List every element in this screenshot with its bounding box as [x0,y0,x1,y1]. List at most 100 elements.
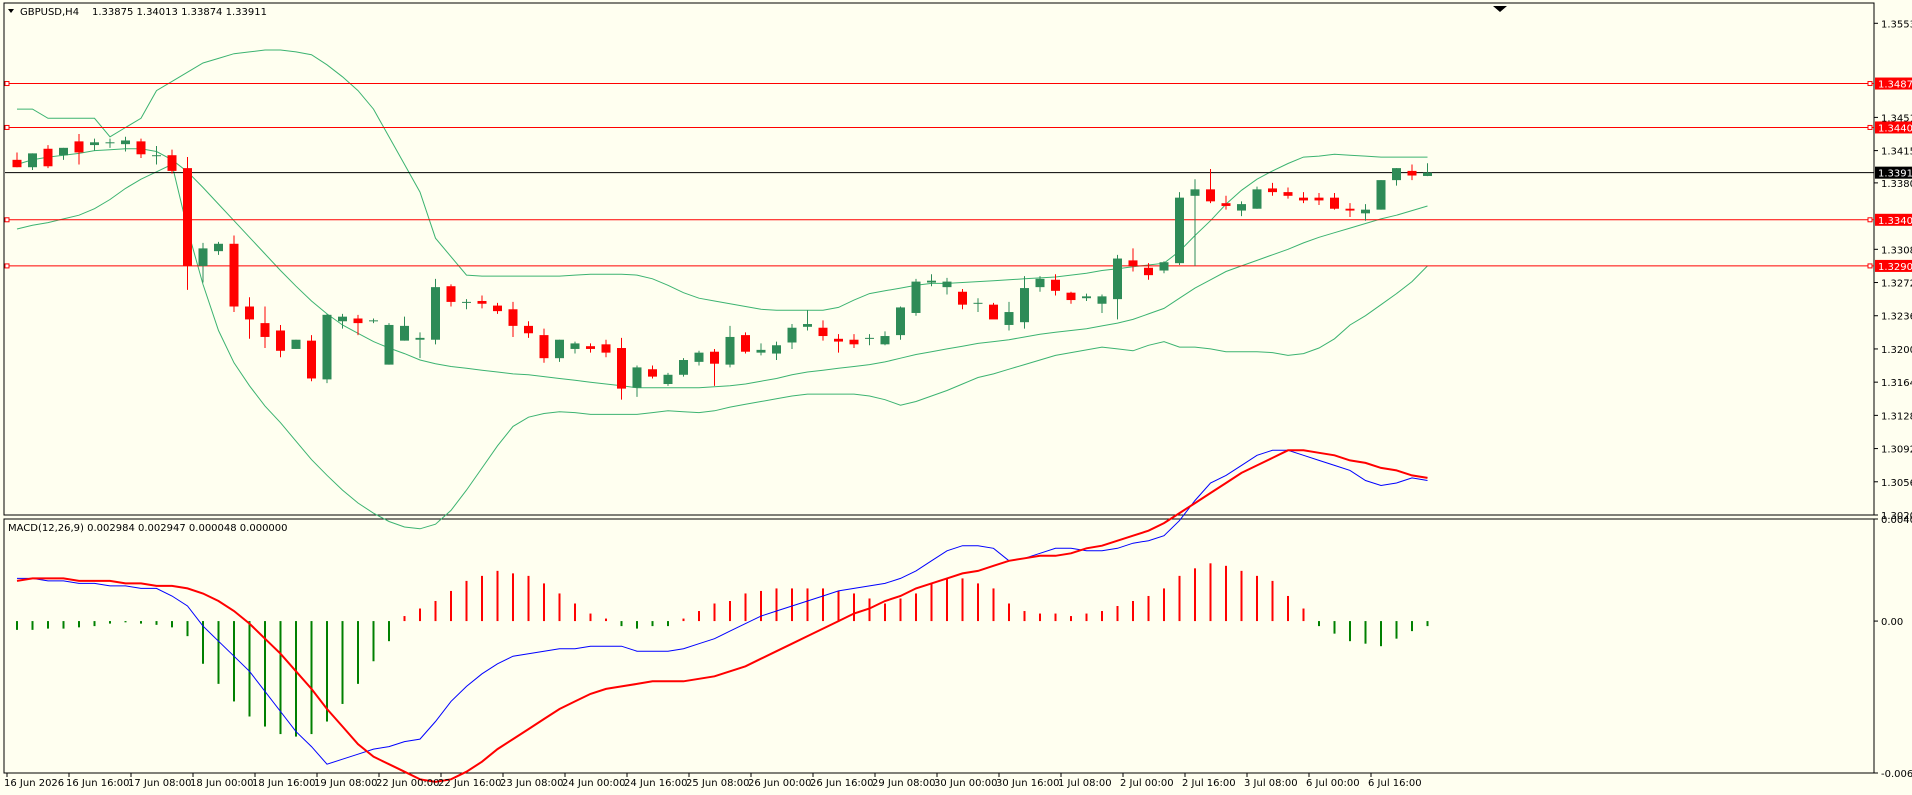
candle-body [384,324,394,365]
time-tick-label: 18 Jun 16:00 [252,778,316,789]
candle [725,325,735,368]
symbol-dropdown-icon[interactable] [8,9,14,13]
horizontal-levels[interactable] [4,81,1874,269]
candle-body [260,323,270,337]
bollinger-bands [16,49,1428,530]
current-price-tag [1875,166,1912,179]
candle-body [880,336,890,345]
level-handle-right [1867,124,1873,130]
candle [1392,168,1401,186]
candle-body [28,153,37,168]
candle [849,334,859,349]
candle-body [586,346,595,349]
level-handle-left [4,81,10,87]
candle-body [803,324,812,327]
candle [973,298,983,313]
time-tick-label: 30 Jun 00:00 [934,778,998,789]
candle-body [617,348,626,389]
candle-body [865,337,874,339]
price-tick-label: 1.30920 [1881,445,1912,456]
price-tick-label: 1.31640 [1881,378,1912,389]
candle [90,138,99,151]
candle-body [415,337,425,340]
candle [214,241,223,255]
price-tick-label: 1.31280 [1881,411,1912,422]
candle-body [601,344,611,353]
candle [1299,192,1308,204]
candle-body [679,360,688,375]
candle-body [1330,197,1339,209]
candle-body [741,335,750,352]
candle [710,348,719,386]
candle-body [1066,292,1076,301]
price-tick-label: 1.32000 [1881,345,1912,356]
candle-body [756,349,766,353]
candle [803,310,812,331]
candle [1020,276,1029,329]
candle-body [818,327,828,337]
candle-body [1237,204,1246,211]
candle-body [291,339,301,349]
time-tick-label: 30 Jun 16:00 [996,778,1060,789]
time-tick-label: 19 Jun 08:00 [314,778,378,789]
candle-body [462,301,471,303]
candle [291,339,301,349]
candle [229,235,239,313]
candle [989,302,998,320]
symbol-label: GBPUSD,H4 [20,7,79,18]
candle-body [927,280,936,283]
candle-body [710,351,719,364]
candle [586,343,595,353]
time-tick-label: 1 Jul 08:00 [1058,778,1112,789]
candle-body [570,343,580,349]
level-price-tag [1875,213,1912,226]
candle-body [214,243,223,252]
level-price-tag [1875,259,1912,272]
candle [121,136,130,152]
current-price-label: 1.33911 [1878,169,1912,180]
candle [245,297,254,339]
candle [818,320,828,341]
candle [400,316,409,341]
candle [1206,169,1215,204]
candle [1252,186,1262,209]
candle-body [989,304,998,320]
candle-body [896,307,905,336]
time-tick-label: 16 Jun 2026 [4,778,64,789]
candle-body [1376,180,1386,210]
candle [617,337,626,400]
candle-body [1190,189,1200,196]
candle [1066,291,1076,304]
candle-body [1004,312,1014,325]
candle-body [1113,258,1122,300]
time-tick-label: 18 Jun 00:00 [190,778,254,789]
candle [741,332,750,354]
price-tick-label: 1.32720 [1881,279,1912,290]
time-tick-label: 6 Jul 00:00 [1306,778,1360,789]
candle-body [694,352,704,362]
level-price-tag [1875,77,1912,90]
candle [415,332,425,359]
shift-marker-icon[interactable] [1493,6,1507,12]
candle [1082,293,1091,301]
candle [152,145,161,165]
candle [384,323,394,365]
level-handle-left [4,217,10,223]
candle [524,321,533,338]
candle-body [1206,189,1215,202]
level-price-tag [1875,121,1912,134]
time-tick-label: 26 Jun 16:00 [810,778,874,789]
candle [1237,201,1246,217]
candle-body [74,141,84,153]
level-handle-right [1867,81,1873,87]
candle-body [555,339,564,359]
candle-body [1361,209,1370,214]
candle-body [1345,208,1355,211]
time-tick-label: 3 Jul 08:00 [1244,778,1298,789]
candle [1330,193,1339,210]
time-tick-label: 6 Jul 16:00 [1368,778,1422,789]
